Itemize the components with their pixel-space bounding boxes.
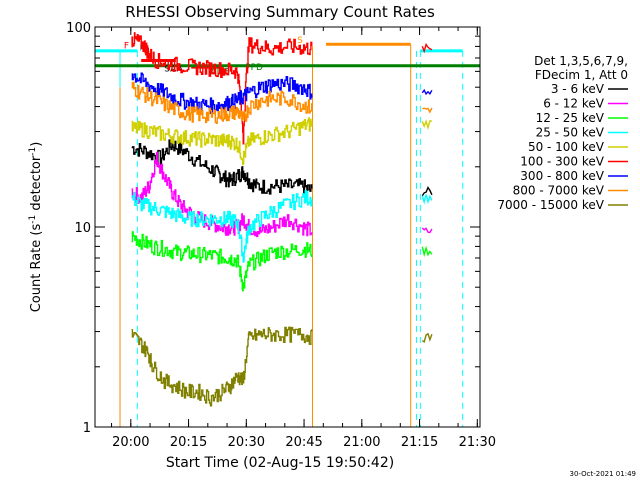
x-tick-label: 20:30 — [228, 435, 265, 450]
legend-entry: 300 - 800 keV — [520, 169, 604, 183]
series-path — [131, 231, 313, 292]
x-axis-label: Start Time (02-Aug-15 19:50:42) — [166, 455, 394, 471]
x-tick-label: 20:15 — [170, 435, 207, 450]
y-axis-label-main: Count Rate (s — [29, 224, 44, 313]
series-path-late — [421, 88, 433, 96]
series-line — [131, 32, 433, 145]
series-path — [131, 326, 313, 407]
legend-entry: 6 - 12 keV — [543, 97, 605, 111]
series-path — [131, 81, 313, 124]
y-tick-label: 100 — [66, 21, 91, 36]
legend-entry: 25 - 50 keV — [536, 126, 605, 140]
legend-entry: 3 - 6 keV — [551, 82, 605, 96]
x-tick-label: 20:45 — [285, 435, 322, 450]
y-tick-label: 10 — [74, 221, 91, 236]
flag-label: F — [124, 42, 129, 52]
series-path-late — [421, 119, 433, 131]
legend-entry: 50 - 100 keV — [528, 140, 605, 154]
x-tick-label: 21:15 — [401, 435, 438, 450]
series-path-late — [421, 332, 433, 344]
series-path-late — [421, 42, 433, 54]
flag-label: PPD — [245, 63, 263, 73]
series-path-late — [421, 186, 433, 197]
series-path-late — [421, 245, 433, 258]
chart-title: RHESSI Observing Summary Count Rates — [125, 3, 435, 21]
series-line — [131, 151, 433, 238]
y-axis-label-sup1: -1 — [28, 215, 38, 224]
x-tick-label: 21:00 — [343, 435, 380, 450]
series-group — [131, 32, 433, 407]
series-path — [131, 32, 313, 145]
series-path — [131, 72, 313, 114]
series-path-late — [422, 107, 433, 114]
x-tick-label: 20:00 — [112, 435, 149, 450]
x-axis: 20:00 20:15 20:30 20:45 21:00 21:15 21:30 — [111, 27, 496, 450]
series-line — [131, 139, 433, 197]
series-path — [131, 151, 313, 238]
legend-entry: 7000 - 15000 keV — [497, 198, 604, 212]
legend-entry: 800 - 7000 keV — [513, 184, 605, 198]
series-path — [131, 139, 313, 195]
series-path-late — [421, 227, 433, 234]
x-tick-label: 21:30 — [459, 435, 496, 450]
y-axis-label-end: ) — [29, 142, 44, 147]
series-path — [131, 190, 313, 263]
series-line — [131, 72, 433, 114]
series-path — [131, 117, 313, 166]
timestamp: 30-Oct-2021 01:49 — [570, 470, 636, 478]
series-line — [131, 190, 433, 263]
legend-entry: 100 - 300 keV — [520, 155, 604, 169]
series-path-late — [421, 194, 433, 205]
y-axis: 1 10 100 — [66, 21, 480, 436]
series-line — [131, 231, 433, 292]
flag-label: S — [297, 36, 303, 46]
legend: Det 1,3,5,6,7,9,FDecim 1, Att 03 - 6 keV… — [497, 54, 628, 212]
y-axis-label-mid: detector — [29, 155, 44, 215]
legend-header: Det 1,3,5,6,7,9, — [534, 54, 628, 68]
series-line — [131, 81, 433, 124]
y-axis-label-sup2: -1 — [28, 147, 38, 156]
legend-header: FDecim 1, Att 0 — [535, 68, 628, 82]
y-axis-label: Count Rate (s-1 detector-1) — [28, 142, 44, 313]
series-line — [131, 117, 433, 166]
legend-entry: 12 - 25 keV — [536, 111, 605, 125]
series-line — [131, 326, 433, 407]
y-tick-label: 1 — [83, 421, 91, 436]
